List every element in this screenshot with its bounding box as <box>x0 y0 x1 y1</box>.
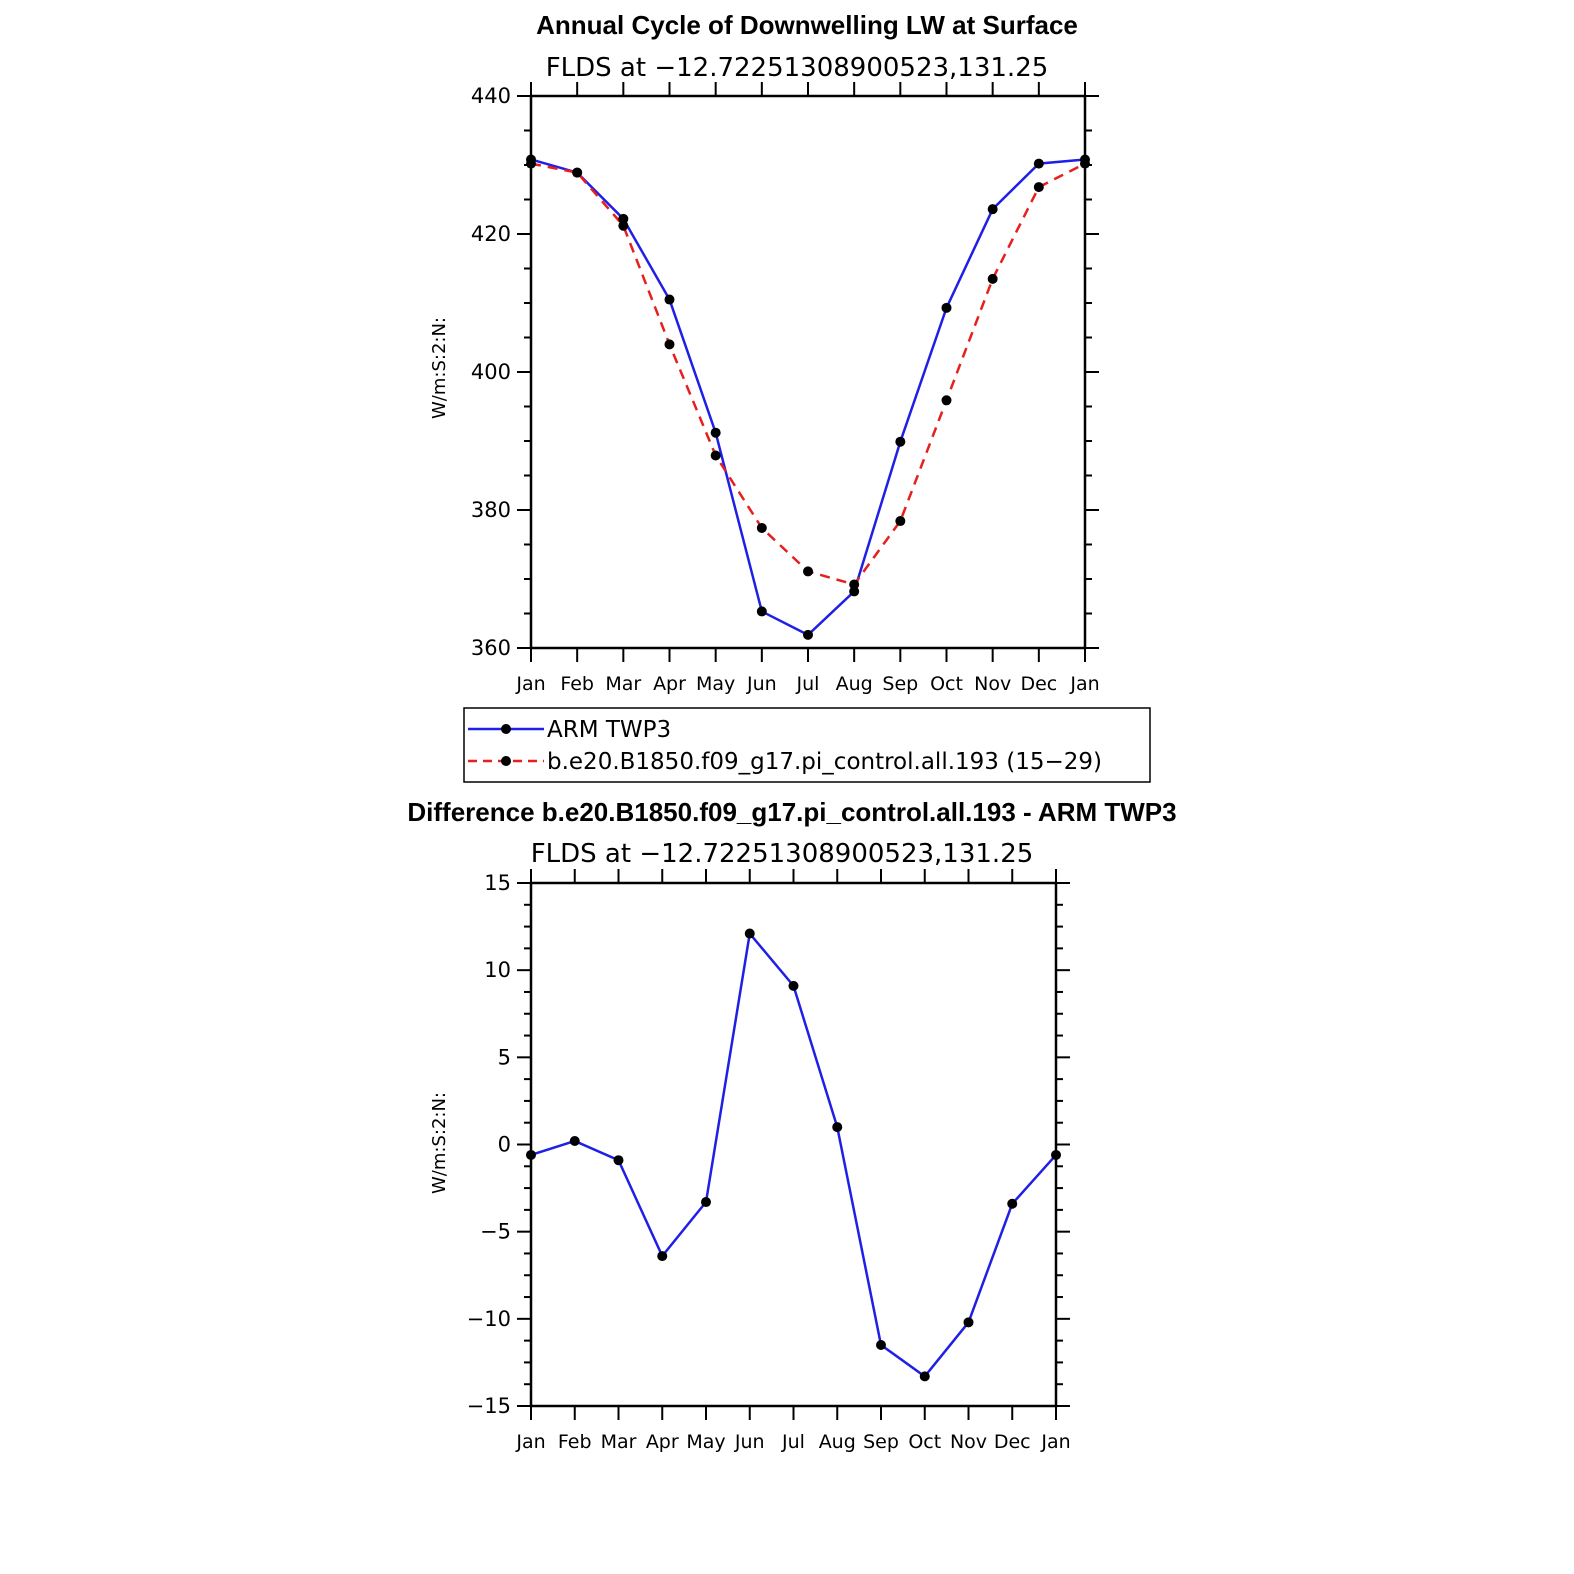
data-point <box>613 1155 624 1166</box>
data-point <box>1051 1149 1061 1160</box>
data-point <box>756 606 767 617</box>
data-point <box>895 436 906 447</box>
x-tick-label: Apr <box>646 1431 679 1453</box>
x-tick-label: Jan <box>515 1431 545 1453</box>
y-tick-label: 0 <box>498 1133 511 1157</box>
x-tick-label: Dec <box>994 1431 1031 1453</box>
data-point <box>803 566 813 577</box>
y-tick-label: 400 <box>471 360 511 384</box>
data-point <box>963 1317 974 1328</box>
data-point <box>849 579 860 590</box>
x-tick-label: Jun <box>746 673 777 695</box>
series-line-0 <box>530 930 1057 1379</box>
data-point <box>1007 1198 1018 1209</box>
x-tick-label: Feb <box>560 673 594 695</box>
data-point <box>572 167 583 178</box>
data-point <box>941 395 952 406</box>
plot-border <box>529 94 1087 650</box>
annual-cycle-chart: Annual Cycle of Downwelling LW at Surfac… <box>429 10 1100 695</box>
x-tick-label: Apr <box>653 673 686 695</box>
axes-frame: 360 380 400 420 440 Jan Feb Mar Apr May Jun Jul Aug S… <box>471 82 1100 695</box>
data-point <box>849 586 860 597</box>
legend-box <box>463 707 1151 783</box>
data-point <box>744 928 755 939</box>
data-point <box>987 273 998 284</box>
y-tick-label: 360 <box>471 636 511 660</box>
data-point <box>756 522 767 533</box>
series-line-0 <box>530 158 1086 637</box>
data-point <box>657 1251 668 1262</box>
data-point <box>701 1197 711 1208</box>
data-point <box>788 980 799 991</box>
y-tick-label: 440 <box>471 84 511 108</box>
x-tick-label: Jul <box>781 1431 805 1453</box>
data-point <box>710 427 721 438</box>
x-tick-label: Jul <box>796 673 820 695</box>
x-tick-label: Aug <box>819 1431 856 1453</box>
x-tick-label: Jan <box>1069 673 1099 695</box>
x-tick-label: Mar <box>601 1431 637 1453</box>
x-tick-label: May <box>696 673 735 695</box>
x-tick-label: Oct <box>908 1431 941 1453</box>
data-point <box>1033 158 1044 169</box>
chart-subtitle: FLDS at −12.72251308900523,131.25 <box>546 53 1049 83</box>
x-tick-label: Aug <box>836 673 873 695</box>
y-tick-label: 15 <box>484 871 511 895</box>
data-point <box>876 1339 886 1350</box>
legend-marker-obs <box>501 724 511 734</box>
x-tick-label: Nov <box>974 673 1011 695</box>
data-point <box>664 294 675 305</box>
y-tick-label: −5 <box>480 1220 511 1244</box>
series-group <box>526 928 1061 1382</box>
axes-frame: −15 −10 −5 0 5 10 15 Jan Feb Mar Apr May Jun Jul Aug Se… <box>467 869 1071 1453</box>
x-tick-label: Jan <box>515 673 545 695</box>
chart-title: Annual Cycle of Downwelling LW at Surfac… <box>536 10 1078 40</box>
data-point <box>526 1149 536 1160</box>
y-tick-label: 380 <box>471 498 511 522</box>
data-point <box>1080 158 1090 169</box>
series-group <box>526 154 1090 640</box>
series-line-1 <box>530 162 1086 586</box>
legend-label-model: b.e20.B1850.f09_g17.pi_control.all.193 (… <box>547 749 1102 775</box>
y-axis-label: W/m:S:2:N: <box>429 317 450 419</box>
data-point <box>569 1136 580 1147</box>
x-tick-label: Nov <box>950 1431 987 1453</box>
legend-marker-model <box>501 756 511 766</box>
data-point <box>919 1371 930 1382</box>
x-tick-label: Sep <box>882 673 918 695</box>
x-tick-label: Jan <box>1040 1431 1070 1453</box>
data-point <box>618 220 629 231</box>
x-tick-label: May <box>686 1431 725 1453</box>
legend-label-obs: ARM TWP3 <box>547 717 671 743</box>
data-point <box>832 1122 843 1133</box>
x-tick-label: Mar <box>605 673 641 695</box>
y-tick-label: −10 <box>467 1307 511 1331</box>
y-axis-label: W/m:S:2:N: <box>429 1092 450 1194</box>
chart-subtitle: FLDS at −12.72251308900523,131.25 <box>531 839 1034 869</box>
y-tick-label: 420 <box>471 222 511 246</box>
chart-title: Difference b.e20.B1850.f09_g17.pi_contro… <box>407 797 1176 827</box>
data-point <box>526 158 536 169</box>
data-point <box>803 629 813 640</box>
legend: ARM TWP3 b.e20.B1850.f09_g17.pi_control.… <box>463 707 1151 783</box>
data-point <box>895 516 906 527</box>
data-point <box>618 213 629 224</box>
data-point <box>710 450 721 461</box>
y-tick-label: −15 <box>467 1394 511 1418</box>
x-tick-label: Jun <box>734 1431 765 1453</box>
difference-chart: Difference b.e20.B1850.f09_g17.pi_contro… <box>407 797 1176 1453</box>
plot-border <box>529 881 1058 1408</box>
x-tick-label: Oct <box>930 673 963 695</box>
data-point <box>987 204 998 215</box>
x-tick-label: Sep <box>863 1431 899 1453</box>
x-tick-label: Feb <box>558 1431 592 1453</box>
x-tick-label: Dec <box>1020 673 1057 695</box>
y-tick-label: 5 <box>498 1045 511 1069</box>
data-point <box>941 302 952 313</box>
y-tick-label: 10 <box>484 958 511 982</box>
data-point <box>1033 182 1044 193</box>
data-point <box>664 339 675 350</box>
